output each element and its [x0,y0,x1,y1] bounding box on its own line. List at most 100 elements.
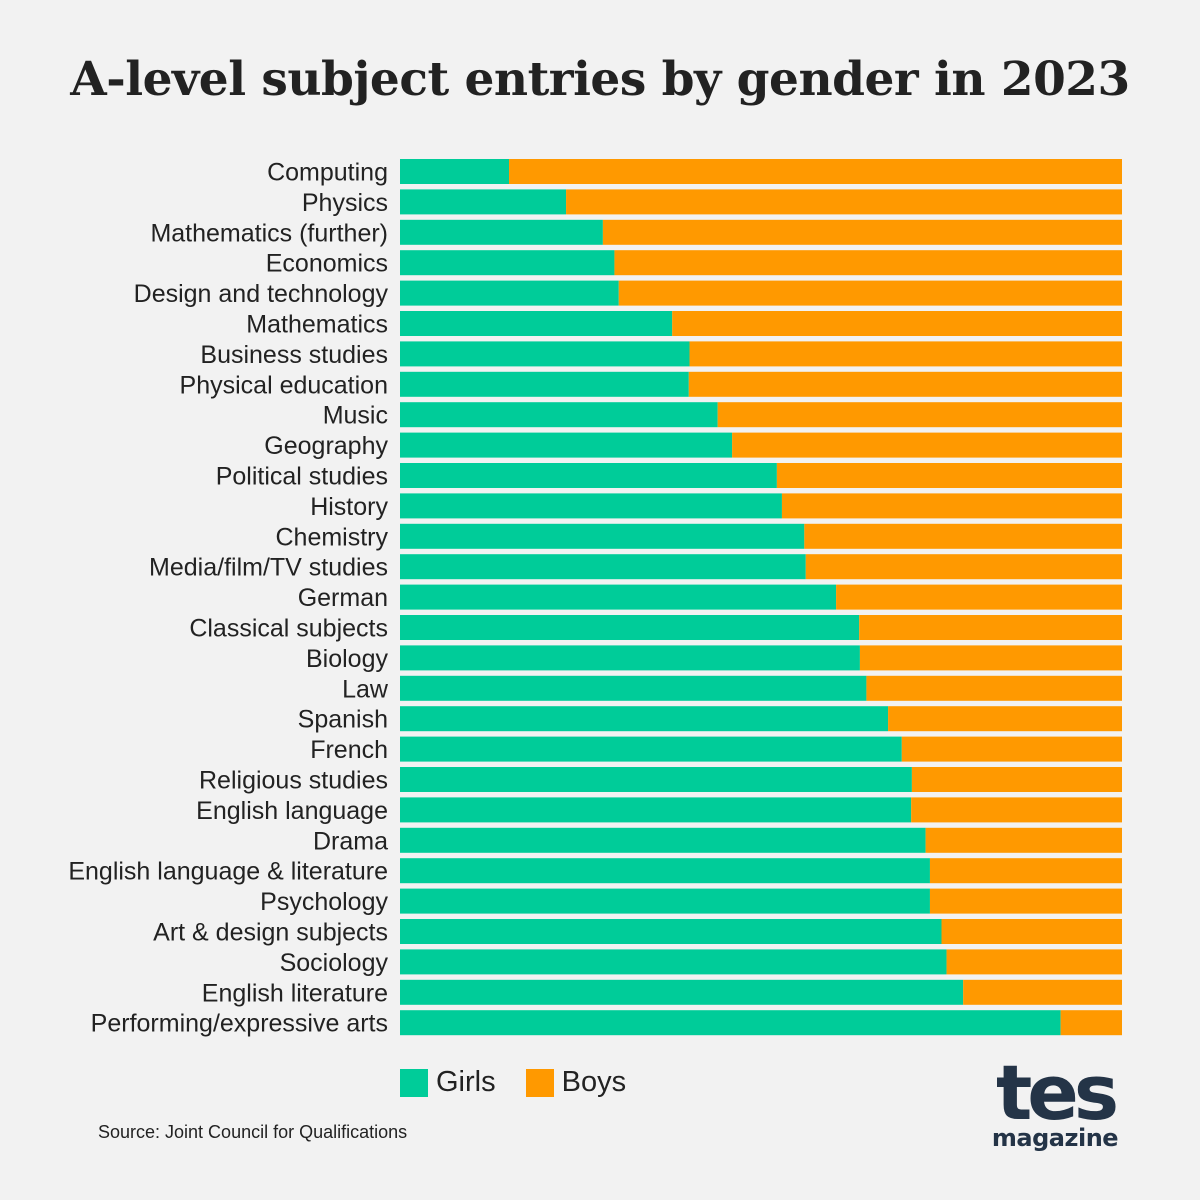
bar-boys-drama [925,827,1122,853]
bar-boys-physics [566,189,1122,215]
bar-girls-mathematics [400,311,673,336]
bar-girls-political-studies [400,463,777,488]
category-label-performing-expressive-arts: Performing/expressive arts [91,1010,388,1038]
legend-swatch-girls [400,1068,428,1097]
category-label-computing: Computing [267,159,388,187]
bar-girls-physical-education [400,371,689,397]
category-label-physical-education: Physical education [180,371,388,399]
category-label-biology: Biology [306,645,388,673]
bar-girls-art-design-subjects [400,919,942,944]
category-label-german: German [298,584,388,612]
category-label-mathematics-further: Mathematics (further) [150,219,388,247]
bar-girls-sociology [400,949,947,975]
bar-boys-mathematics-further [602,219,1122,245]
bar-girls-chemistry [400,523,805,549]
bar-girls-media-film-tv-studies [400,554,806,580]
bar-boys-english-language-literature [929,858,1122,884]
category-label-spanish: Spanish [298,706,388,734]
bar-boys-computing [509,159,1123,184]
category-label-english-literature: English literature [202,979,388,1007]
bar-boys-economics [614,250,1122,276]
bar-boys-psychology [929,888,1122,914]
bar-boys-geography [732,432,1122,458]
bar-boys-music [717,402,1122,428]
category-label-english-language: English language [196,797,388,825]
legend-label-boys: Boys [561,1066,627,1098]
tes-magazine-logo: tes magazine [990,1048,1120,1152]
bar-girls-religious-studies [400,767,912,792]
bar-girls-drama [400,827,926,853]
bar-girls-english-language [400,797,912,823]
bar-boys-media-film-tv-studies [805,554,1122,580]
bar-boys-religious-studies [911,767,1122,792]
bar-boys-political-studies [776,463,1122,488]
bar-boys-biology [859,645,1122,671]
bar-boys-classical-subjects [859,615,1122,640]
logo-main-text: tes [995,1048,1119,1137]
bar-girls-performing-expressive-arts [400,1010,1061,1036]
category-label-mathematics: Mathematics [246,311,388,339]
bar-girls-law [400,675,867,701]
bar-boys-business-studies [689,341,1122,367]
bar-girls-business-studies [400,341,690,367]
bar-girls-geography [400,432,733,458]
bar-girls-economics [400,250,615,276]
bar-girls-spanish [400,706,889,732]
bar-boys-design-and-technology [618,280,1122,306]
category-label-law: Law [342,675,389,703]
category-label-religious-studies: Religious studies [199,767,388,795]
category-label-physics: Physics [302,189,388,217]
category-label-business-studies: Business studies [200,341,388,369]
category-label-psychology: Psychology [260,888,388,916]
category-label-english-language-literature: English language & literature [68,858,388,886]
legend-swatch-boys [525,1068,554,1097]
logo-sub-text: magazine [991,1124,1119,1152]
category-label-french: French [310,736,388,764]
bar-girls-physics [400,189,567,215]
bar-boys-mathematics [672,311,1122,336]
category-label-chemistry: Chemistry [275,523,388,551]
bar-girls-mathematics-further [400,219,603,245]
category-label-art-design-subjects: Art & design subjects [153,919,388,947]
bar-girls-computing [400,159,510,184]
bar-boys-french [901,736,1122,762]
bar-boys-performing-expressive-arts [1060,1010,1122,1036]
category-label-media-film-tv-studies: Media/film/TV studies [149,554,388,582]
bar-girls-english-literature [400,979,964,1005]
bar-girls-psychology [400,888,930,914]
chart-legend: Girls Boys [400,1066,656,1099]
bar-boys-english-language [911,797,1122,823]
category-label-political-studies: Political studies [216,463,388,491]
category-label-drama: Drama [313,827,388,855]
bar-boys-physical-education [688,371,1122,397]
bar-boys-art-design-subjects [941,919,1122,944]
bar-boys-chemistry [804,523,1122,549]
bar-boys-law [866,675,1122,701]
legend-item-boys: Boys [525,1066,627,1099]
chart-title: A-level subject entries by gender in 202… [70,52,1130,107]
bar-boys-spanish [888,706,1122,732]
category-label-sociology: Sociology [280,949,389,977]
source-note: Source: Joint Council for Qualifications [98,1122,408,1142]
bar-girls-music [400,402,718,428]
category-label-geography: Geography [264,432,388,460]
legend-label-girls: Girls [436,1066,496,1098]
bar-boys-german [836,584,1122,610]
category-label-design-and-technology: Design and technology [134,280,389,308]
legend-item-girls: Girls [400,1066,496,1099]
bar-girls-classical-subjects [400,615,860,640]
bar-boys-english-literature [963,979,1122,1005]
bar-girls-english-language-literature [400,858,930,884]
bar-girls-history [400,493,782,519]
category-label-economics: Economics [266,250,388,278]
bar-girls-german [400,584,837,610]
category-label-classical-subjects: Classical subjects [189,615,388,643]
bar-girls-biology [400,645,860,671]
bar-girls-french [400,736,902,762]
category-label-music: Music [323,402,388,430]
category-label-history: History [310,493,388,521]
bar-boys-sociology [946,949,1122,975]
bar-girls-design-and-technology [400,280,619,306]
bar-boys-history [781,493,1122,519]
